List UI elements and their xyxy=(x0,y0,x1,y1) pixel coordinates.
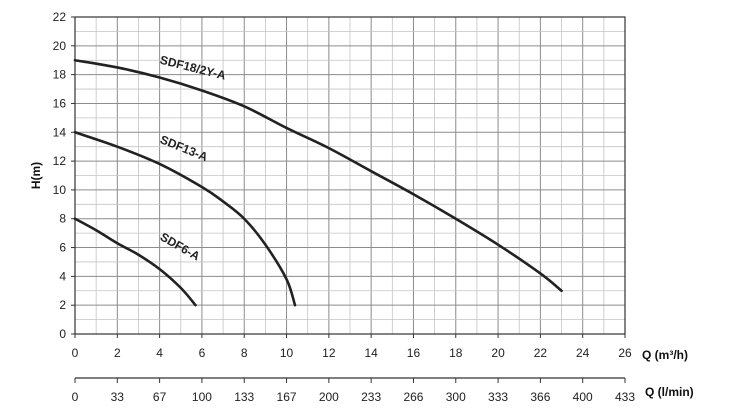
x2-tick-label: 266 xyxy=(403,390,423,404)
x-tick-label: 24 xyxy=(576,346,590,360)
series-label-sdf6-a: SDF6-A xyxy=(158,230,203,264)
y-tick-label: 20 xyxy=(53,39,67,53)
y-tick-label: 16 xyxy=(53,96,67,110)
x-tick-label: 8 xyxy=(241,346,248,360)
x-tick-label: 26 xyxy=(618,346,632,360)
x-tick-label: 16 xyxy=(407,346,421,360)
y-tick-label: 4 xyxy=(59,269,66,283)
x2-tick-label: 67 xyxy=(153,390,167,404)
x2-tick-label: 300 xyxy=(446,390,466,404)
x2-tick-label: 233 xyxy=(361,390,381,404)
x-tick-label: 10 xyxy=(280,346,294,360)
x-tick-label: 0 xyxy=(72,346,79,360)
series-line-sdf6-a xyxy=(73,217,197,307)
y-tick-label: 18 xyxy=(53,68,67,82)
y-tick-label: 14 xyxy=(53,125,67,139)
x2-tick-label: 200 xyxy=(319,390,339,404)
x-axis-label-lmin: Q (l/min) xyxy=(645,385,694,399)
x2-tick-label: 133 xyxy=(234,390,254,404)
x-tick-label: 4 xyxy=(156,346,163,360)
x-tick-label: 20 xyxy=(491,346,505,360)
y-tick-label: 10 xyxy=(53,183,67,197)
x2-tick-label: 400 xyxy=(573,390,593,404)
x-tick-label: 22 xyxy=(534,346,548,360)
x2-tick-label: 167 xyxy=(277,390,297,404)
plot-frame xyxy=(74,16,626,335)
x-axis-label-m3h: Q (m³/h) xyxy=(642,348,688,362)
y-tick-label: 22 xyxy=(53,10,67,24)
y-tick-label: 12 xyxy=(53,154,67,168)
x-tick-label: 18 xyxy=(449,346,463,360)
x-tick-label: 2 xyxy=(114,346,121,360)
x-tick-label: 12 xyxy=(322,346,336,360)
x2-tick-label: 0 xyxy=(72,390,79,404)
series-lines xyxy=(73,58,563,307)
x2-tick-label: 433 xyxy=(615,390,635,404)
y-tick-label: 2 xyxy=(59,298,66,312)
y-tick-label: 6 xyxy=(59,241,66,255)
x-tick-label: 14 xyxy=(364,346,378,360)
x2-tick-label: 333 xyxy=(488,390,508,404)
x2-tick-label: 366 xyxy=(530,390,550,404)
series-line-sdf18-2y-a xyxy=(73,58,563,293)
y-axis-label: H(m) xyxy=(29,162,43,189)
grid xyxy=(74,16,626,335)
y-tick-label: 8 xyxy=(59,212,66,226)
x2-tick-label: 33 xyxy=(111,390,125,404)
series-line-sdf13-a xyxy=(73,130,297,307)
y-tick-label: 0 xyxy=(59,327,66,341)
x2-tick-label: 100 xyxy=(192,390,212,404)
series-label-sdf18-2y-a: SDF18/2Y-A xyxy=(159,53,228,83)
x-tick-label: 6 xyxy=(199,346,206,360)
